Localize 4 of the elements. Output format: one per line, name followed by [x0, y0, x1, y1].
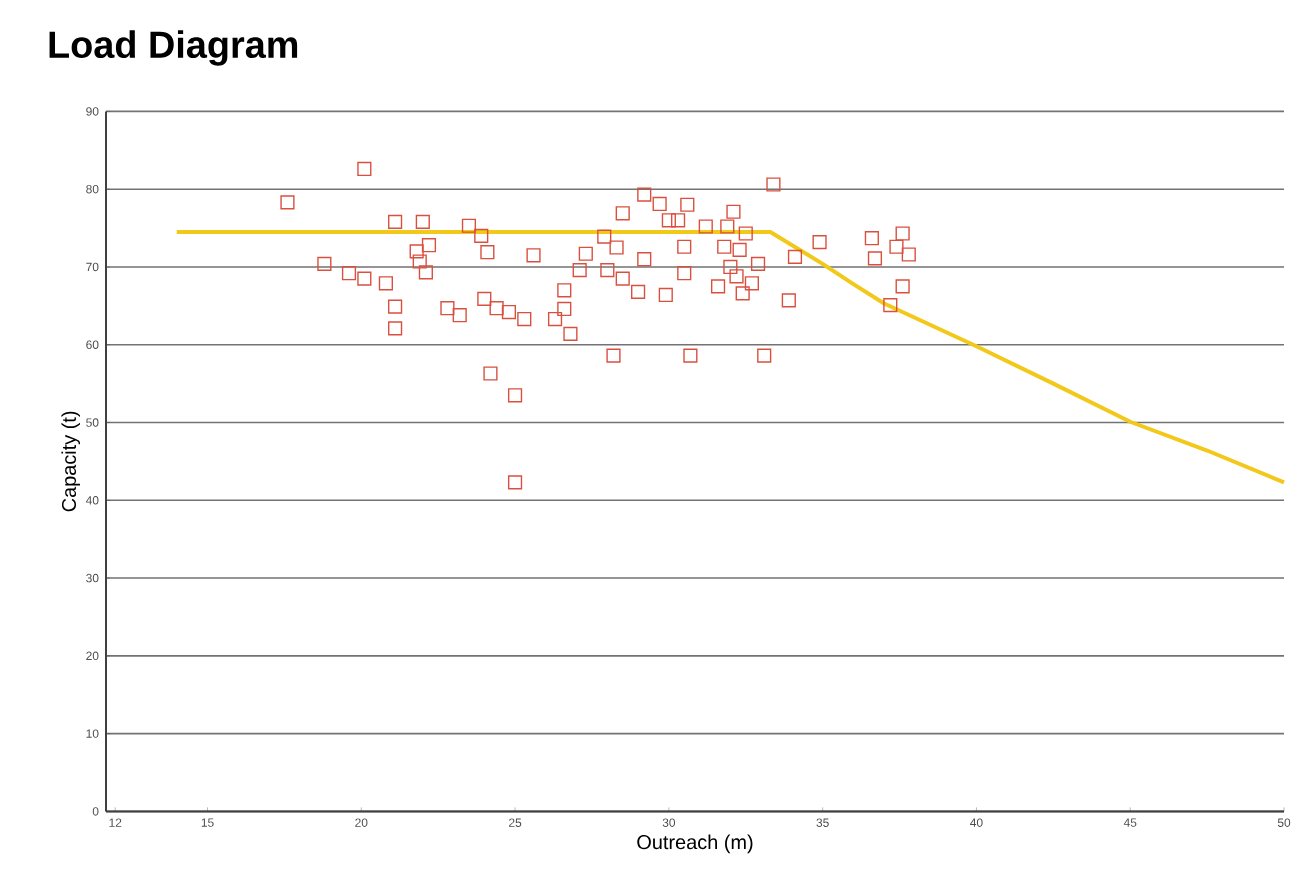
line-series — [174, 229, 1287, 485]
x-axis-title: Outreach (m) — [637, 834, 753, 854]
y-axis-title: Capacity (t) — [61, 411, 80, 512]
chart-title: Load Diagram — [49, 30, 298, 66]
